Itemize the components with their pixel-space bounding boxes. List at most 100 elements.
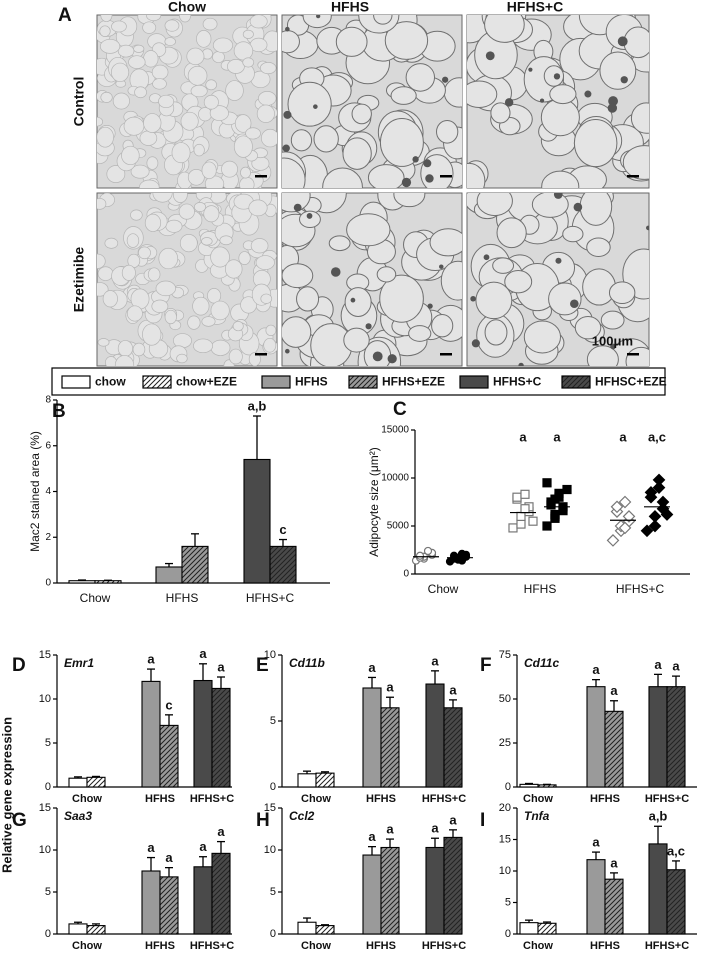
cell	[249, 15, 268, 29]
cell	[130, 164, 150, 179]
significance-label: a,c	[667, 843, 685, 858]
tissue-texture	[282, 193, 462, 366]
cell	[467, 80, 498, 108]
stain	[316, 15, 321, 19]
point	[656, 495, 670, 509]
significance-label: a,c	[648, 429, 666, 444]
cell	[100, 15, 113, 22]
stain	[423, 159, 432, 168]
group-label: Chow	[428, 582, 459, 596]
point	[542, 521, 552, 531]
stain	[553, 193, 563, 199]
cell	[299, 210, 321, 229]
cell	[242, 29, 254, 39]
stain	[470, 295, 476, 302]
gene-name: Tnfa	[524, 809, 550, 823]
cell	[201, 316, 216, 327]
bar	[297, 773, 317, 788]
y-tick-label: 6	[45, 440, 51, 451]
bar	[315, 772, 335, 788]
cell	[322, 167, 363, 188]
bar	[68, 777, 88, 788]
cell	[625, 346, 649, 366]
point	[512, 492, 522, 502]
legend-label: chow	[95, 375, 126, 389]
cell	[586, 237, 611, 257]
tissue-texture	[467, 15, 649, 188]
stain	[471, 339, 480, 348]
cell	[139, 130, 158, 146]
cell	[408, 325, 432, 342]
cell	[574, 316, 602, 340]
cell	[128, 55, 146, 69]
cell	[158, 94, 175, 109]
legend-label: chow+EZE	[176, 375, 237, 389]
point	[415, 551, 425, 560]
cell	[187, 169, 205, 186]
y-tick-label: 25	[499, 737, 511, 749]
stain	[427, 303, 433, 309]
cell	[97, 198, 107, 210]
y-tick-label: 15	[264, 802, 276, 814]
cell	[172, 193, 188, 203]
group-label: HFHS+C	[645, 793, 689, 805]
legend-swatch	[348, 375, 378, 389]
cell	[586, 345, 619, 366]
stain	[620, 76, 628, 84]
group-label: HFHS	[145, 793, 175, 805]
legend-swatch	[142, 375, 172, 389]
significance-label: a	[386, 680, 394, 695]
stain	[483, 254, 490, 261]
column-header: HFHS+C	[507, 0, 563, 15]
cell	[302, 15, 332, 29]
significance-label: c	[165, 697, 172, 712]
scale-bar	[627, 353, 639, 356]
stain	[330, 267, 341, 277]
gene-name: Cd11b	[289, 656, 325, 670]
y-axis-label: Adipocyte size (μm²)	[367, 447, 381, 557]
cell	[393, 193, 426, 208]
cell	[390, 86, 417, 105]
cell	[187, 315, 201, 330]
cell	[622, 145, 649, 180]
bar	[243, 458, 271, 584]
significance-label: a	[431, 821, 439, 836]
bar	[181, 545, 209, 584]
legend-swatch	[261, 375, 291, 389]
cell	[258, 91, 277, 106]
significance-label: a	[449, 812, 457, 827]
cell	[173, 333, 192, 349]
cell	[138, 246, 151, 260]
cell	[282, 193, 311, 213]
cell	[431, 314, 454, 338]
cell	[440, 260, 462, 301]
y-tick-label: 5	[505, 896, 511, 908]
point	[508, 523, 518, 533]
y-tick-label: 0	[45, 781, 51, 793]
stain	[285, 348, 290, 354]
bar	[141, 680, 161, 788]
stain	[607, 103, 618, 113]
group-label: Chow	[301, 793, 331, 805]
cell	[623, 26, 649, 59]
stain	[570, 299, 579, 309]
point	[652, 481, 666, 494]
stain	[285, 26, 290, 32]
bar	[666, 686, 686, 788]
point	[644, 486, 658, 499]
cell	[176, 353, 188, 364]
cell	[379, 274, 424, 323]
cell	[233, 41, 254, 61]
bar	[155, 566, 183, 584]
group-label: HFHS+C	[190, 793, 234, 805]
cell	[608, 281, 636, 305]
bar	[380, 707, 400, 788]
cell	[475, 281, 513, 320]
significance-label: a	[386, 822, 394, 837]
group-label: HFHS	[366, 940, 396, 952]
bar	[362, 687, 382, 788]
cell	[282, 157, 306, 188]
cell	[152, 193, 173, 203]
significance-label: a	[519, 429, 527, 444]
group-label: HFHS	[366, 793, 396, 805]
